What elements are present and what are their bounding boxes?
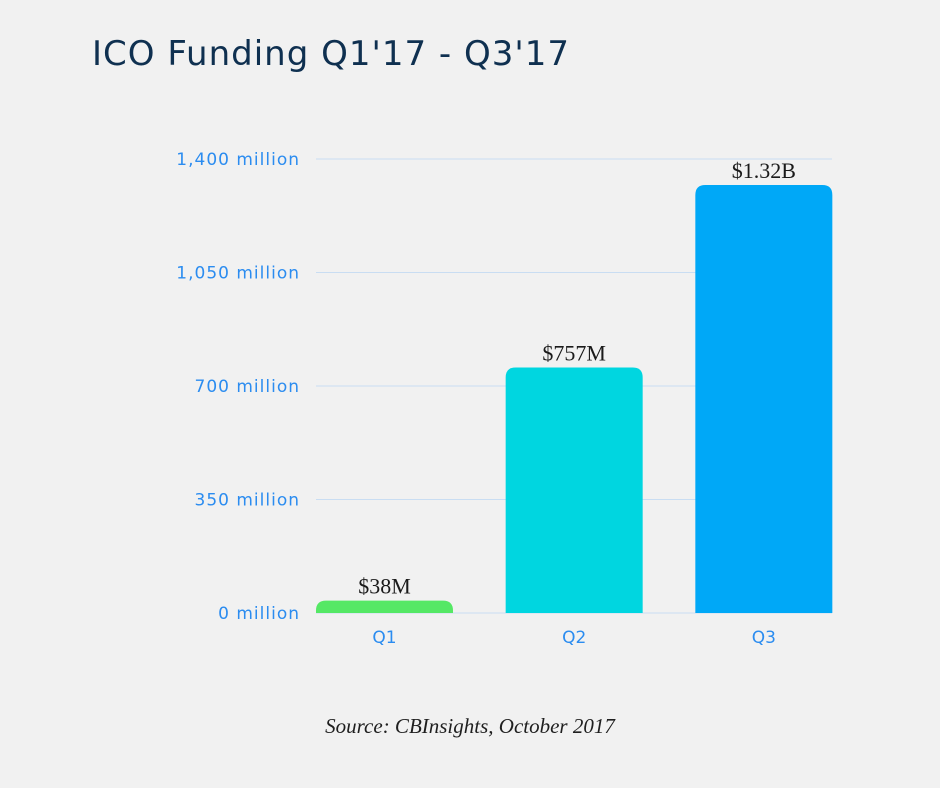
- y-axis-ticks: 0 million 350 million 700 million 1,050 mil…: [176, 150, 300, 624]
- data-label: $38M: [358, 574, 411, 599]
- bar-q3: [695, 184, 833, 613]
- y-tick-label: 0 million: [218, 604, 300, 624]
- x-tick-label: Q3: [752, 628, 776, 648]
- chart-title: ICO Funding Q1'17 - Q3'17: [92, 34, 570, 74]
- source-note: Source: CBInsights, October 2017: [325, 714, 615, 738]
- bars: [316, 184, 833, 613]
- y-tick-label: 350 million: [195, 491, 300, 511]
- y-tick-label: 1,400 million: [176, 150, 300, 170]
- data-labels: $38M $757M $1.32B: [358, 158, 796, 599]
- bar-q1: [316, 600, 453, 613]
- data-label: $757M: [542, 341, 606, 366]
- data-label: $1.32B: [732, 158, 796, 183]
- y-tick-label: 700 million: [195, 377, 300, 397]
- bar-q2: [505, 367, 643, 613]
- bar-chart: 0 million 350 million 700 million 1,050 mil…: [176, 150, 833, 648]
- x-axis-ticks: Q1 Q2 Q3: [372, 628, 776, 648]
- y-tick-label: 1,050 million: [176, 264, 300, 284]
- x-tick-label: Q1: [372, 628, 396, 648]
- x-tick-label: Q2: [562, 628, 586, 648]
